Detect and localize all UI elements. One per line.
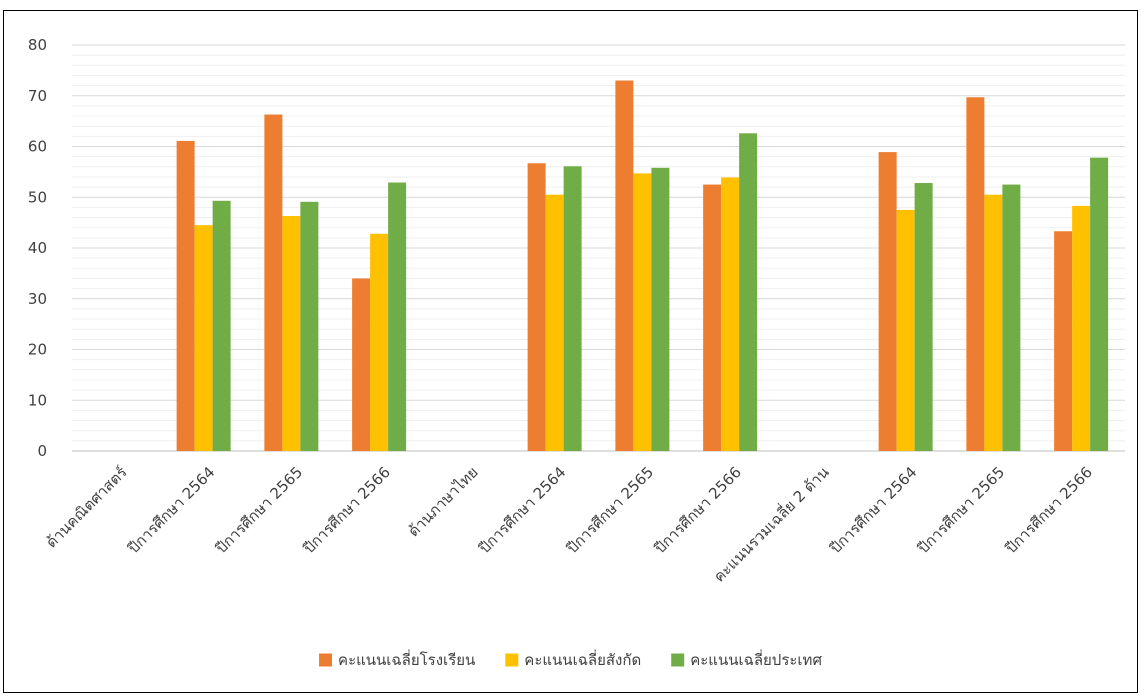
bar	[878, 152, 897, 451]
y-tick-label: 0	[37, 442, 47, 460]
gridlines	[72, 44, 1125, 452]
bar	[352, 278, 371, 451]
y-tick-label: 70	[28, 87, 47, 105]
x-tick-label: ปีการศึกษา 2564	[475, 463, 570, 558]
bar	[1002, 184, 1021, 451]
bar	[1090, 157, 1109, 452]
x-tick-label: ปีการศึกษา 2564	[826, 463, 921, 558]
legend-swatch	[671, 653, 685, 667]
bar	[984, 194, 1003, 451]
x-tick-label: ด้านภาษาไทย	[404, 463, 481, 540]
bar	[633, 173, 652, 451]
y-tick-label: 50	[28, 188, 47, 206]
y-tick-label: 10	[28, 391, 47, 409]
x-tick-label: ปีการศึกษา 2566	[299, 463, 394, 558]
x-tick-label: ด้านคณิตศาสตร์	[42, 463, 130, 551]
bar	[914, 183, 933, 452]
x-tick-label: ปีการศึกษา 2565	[563, 463, 658, 558]
legend-label: คะแนนเฉลี่ยโรงเรียน	[338, 649, 475, 669]
bar	[896, 209, 915, 451]
bar	[1072, 205, 1091, 451]
bar	[527, 163, 546, 451]
bar	[176, 140, 195, 452]
bar	[703, 184, 722, 451]
x-tick-label: ปีการศึกษา 2566	[1001, 463, 1096, 558]
x-tick-label: ปีการศึกษา 2566	[650, 463, 745, 558]
bar	[388, 182, 407, 451]
bar	[194, 225, 213, 451]
x-tick-label: ปีการศึกษา 2565	[212, 463, 307, 558]
bar	[282, 216, 301, 451]
legend-swatch	[319, 653, 333, 667]
x-tick-label: ปีการศึกษา 2564	[124, 463, 219, 558]
y-tick-label: 40	[28, 239, 47, 257]
bar	[370, 233, 389, 451]
bar	[1054, 231, 1073, 451]
legend-swatch	[505, 653, 519, 667]
legend: คะแนนเฉลี่ยโรงเรียน คะแนนเฉลี่ยสังกัด คะแน…	[319, 649, 822, 669]
y-tick-label: 60	[28, 138, 47, 156]
y-tick-label: 80	[28, 36, 47, 54]
bar	[615, 80, 634, 452]
legend-label: คะแนนเฉลี่ยสังกัด	[524, 649, 641, 669]
y-tick-label: 30	[28, 290, 47, 308]
bar	[651, 167, 670, 451]
bar	[264, 114, 283, 451]
bar	[966, 97, 985, 452]
bar	[300, 201, 319, 451]
bar	[739, 133, 758, 451]
bars	[176, 80, 1109, 452]
bar	[721, 177, 740, 451]
bar	[212, 200, 231, 451]
legend-label: คะแนนเฉลี่ยประเทศ	[690, 649, 822, 669]
bar	[545, 194, 564, 451]
x-tick-label: ปีการศึกษา 2565	[914, 463, 1009, 558]
bar	[563, 166, 582, 452]
y-axis-ticks: 0 10 20 30 40 50 60 70 80	[28, 36, 47, 460]
x-axis-labels: ด้านคณิตศาสตร์ปีการศึกษา 2564ปีการศึกษา …	[42, 462, 1096, 586]
y-tick-label: 20	[28, 341, 47, 359]
